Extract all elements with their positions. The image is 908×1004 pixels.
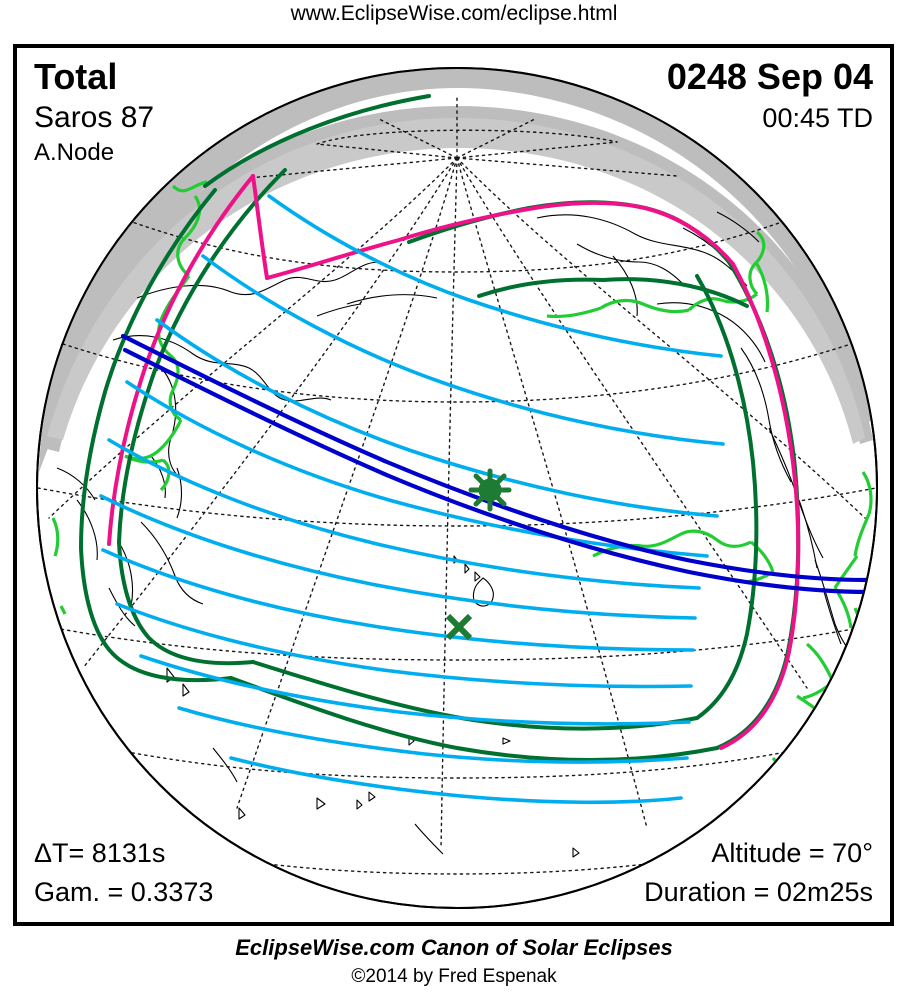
equal-magnitude-curves — [99, 194, 725, 805]
central-path-north-limit — [120, 333, 870, 583]
limit-curve-west-inner — [117, 168, 287, 544]
limit-curve-north-outer — [203, 94, 431, 188]
limit-curve-mid-north-b — [477, 277, 605, 298]
globe-diagram — [36, 67, 878, 909]
footer-title: EclipseWise.com Canon of Solar Eclipses — [235, 935, 673, 960]
globe-outline — [36, 67, 878, 909]
limit-curve-mid-north — [601, 277, 749, 308]
footer-credit: ©2014 by Fred Espenak — [351, 966, 557, 987]
subsolar-point-marker — [445, 613, 473, 641]
magenta-limit-east — [719, 262, 801, 750]
limit-loop-left — [79, 546, 233, 683]
central-path-of-totality — [120, 333, 872, 595]
altitude-label: Altitude = 70° — [711, 838, 873, 868]
eclipse-map-frame: Total Saros 87 A.Node 0248 Sep 04 00:45 … — [13, 44, 894, 926]
delta-t-label: ΔT= 8131s — [34, 838, 166, 868]
limit-loop-right-inner — [695, 274, 759, 720]
eclipse-type-label: Total — [34, 56, 118, 97]
saros-label: Saros 87 — [34, 101, 155, 134]
source-url-caption: www.EclipseWise.com/eclipse.html — [290, 2, 618, 25]
central-path-south-limit — [122, 347, 872, 595]
magenta-limit-crest — [251, 174, 269, 280]
penumbral-limit-curves — [107, 174, 801, 750]
terminator-shading — [39, 68, 877, 472]
magenta-limit-north — [265, 208, 525, 280]
magenta-limit-northeast — [521, 200, 735, 266]
gamma-label: Gam. = 0.3373 — [34, 877, 214, 907]
greatest-eclipse-marker — [468, 468, 512, 512]
magenta-limit-west — [107, 174, 255, 546]
node-label: A.Node — [34, 139, 115, 166]
duration-label: Duration = 02m25s — [644, 877, 873, 907]
limit-curve-west-outer — [79, 188, 217, 550]
eclipse-time-label: 00:45 TD — [762, 103, 873, 133]
limit-curve-south — [229, 676, 719, 762]
eclipse-date-label: 0248 Sep 04 — [666, 56, 873, 97]
limit-loop-left-inner — [117, 540, 255, 666]
